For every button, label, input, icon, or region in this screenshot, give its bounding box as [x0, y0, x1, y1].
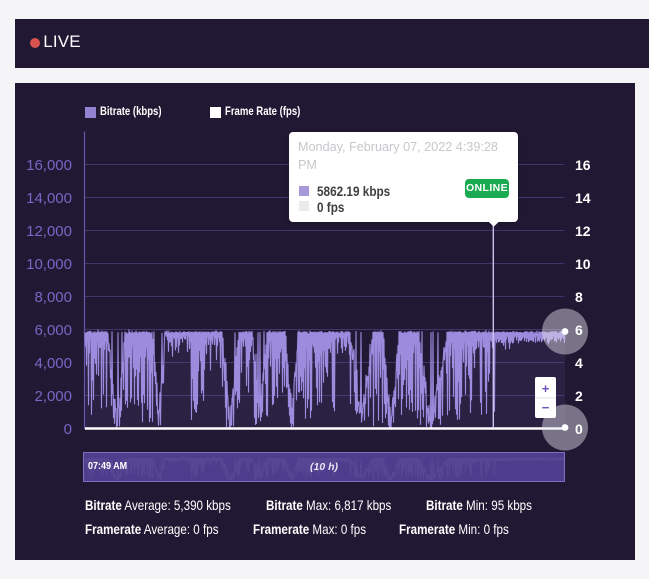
svg-text:14,000: 14,000 [26, 190, 72, 207]
svg-text:16,000: 16,000 [26, 157, 72, 174]
svg-text:14: 14 [575, 190, 591, 206]
svg-text:10,000: 10,000 [26, 256, 72, 273]
svg-text:16: 16 [575, 157, 591, 173]
svg-text:0: 0 [575, 421, 583, 437]
svg-text:12: 12 [575, 223, 591, 239]
svg-text:2: 2 [575, 388, 583, 404]
svg-text:12,000: 12,000 [26, 223, 72, 240]
svg-text:6: 6 [575, 322, 583, 338]
svg-text:4: 4 [575, 355, 583, 371]
svg-text:2,000: 2,000 [34, 388, 72, 405]
svg-text:8,000: 8,000 [34, 289, 72, 306]
svg-text:8: 8 [575, 289, 583, 305]
svg-text:6,000: 6,000 [34, 322, 72, 339]
svg-text:0: 0 [64, 421, 72, 438]
svg-text:4,000: 4,000 [34, 355, 72, 372]
svg-text:10: 10 [575, 256, 591, 272]
